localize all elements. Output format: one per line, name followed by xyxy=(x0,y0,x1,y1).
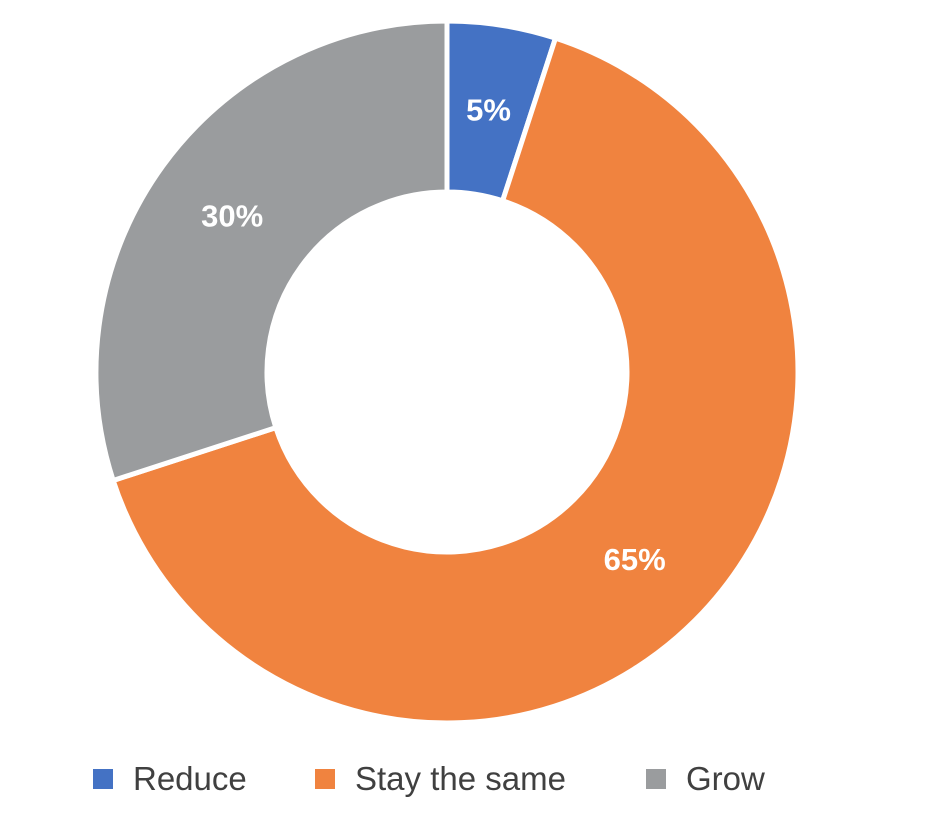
data-label-reduce: 5% xyxy=(466,92,511,127)
chart-legend: Reduce Stay the same Grow xyxy=(0,757,928,801)
legend-swatch-reduce xyxy=(93,769,113,789)
slice-grow xyxy=(93,18,450,484)
slice-labels: 5% 65% 30% xyxy=(201,92,666,577)
legend-label-reduce: Reduce xyxy=(133,760,247,797)
donut-slices xyxy=(93,18,801,726)
legend-item-stay-the-same: Stay the same xyxy=(315,757,566,801)
legend-item-grow: Grow xyxy=(646,757,765,801)
legend-label-grow: Grow xyxy=(686,760,765,797)
legend-swatch-stay-the-same xyxy=(315,769,335,789)
legend-item-reduce: Reduce xyxy=(93,757,247,801)
data-label-grow: 30% xyxy=(201,198,263,233)
slice-stay-the-same xyxy=(110,35,801,726)
legend-label-stay-the-same: Stay the same xyxy=(355,760,566,797)
legend-swatch-grow xyxy=(646,769,666,789)
data-label-stay-the-same: 65% xyxy=(604,542,666,577)
